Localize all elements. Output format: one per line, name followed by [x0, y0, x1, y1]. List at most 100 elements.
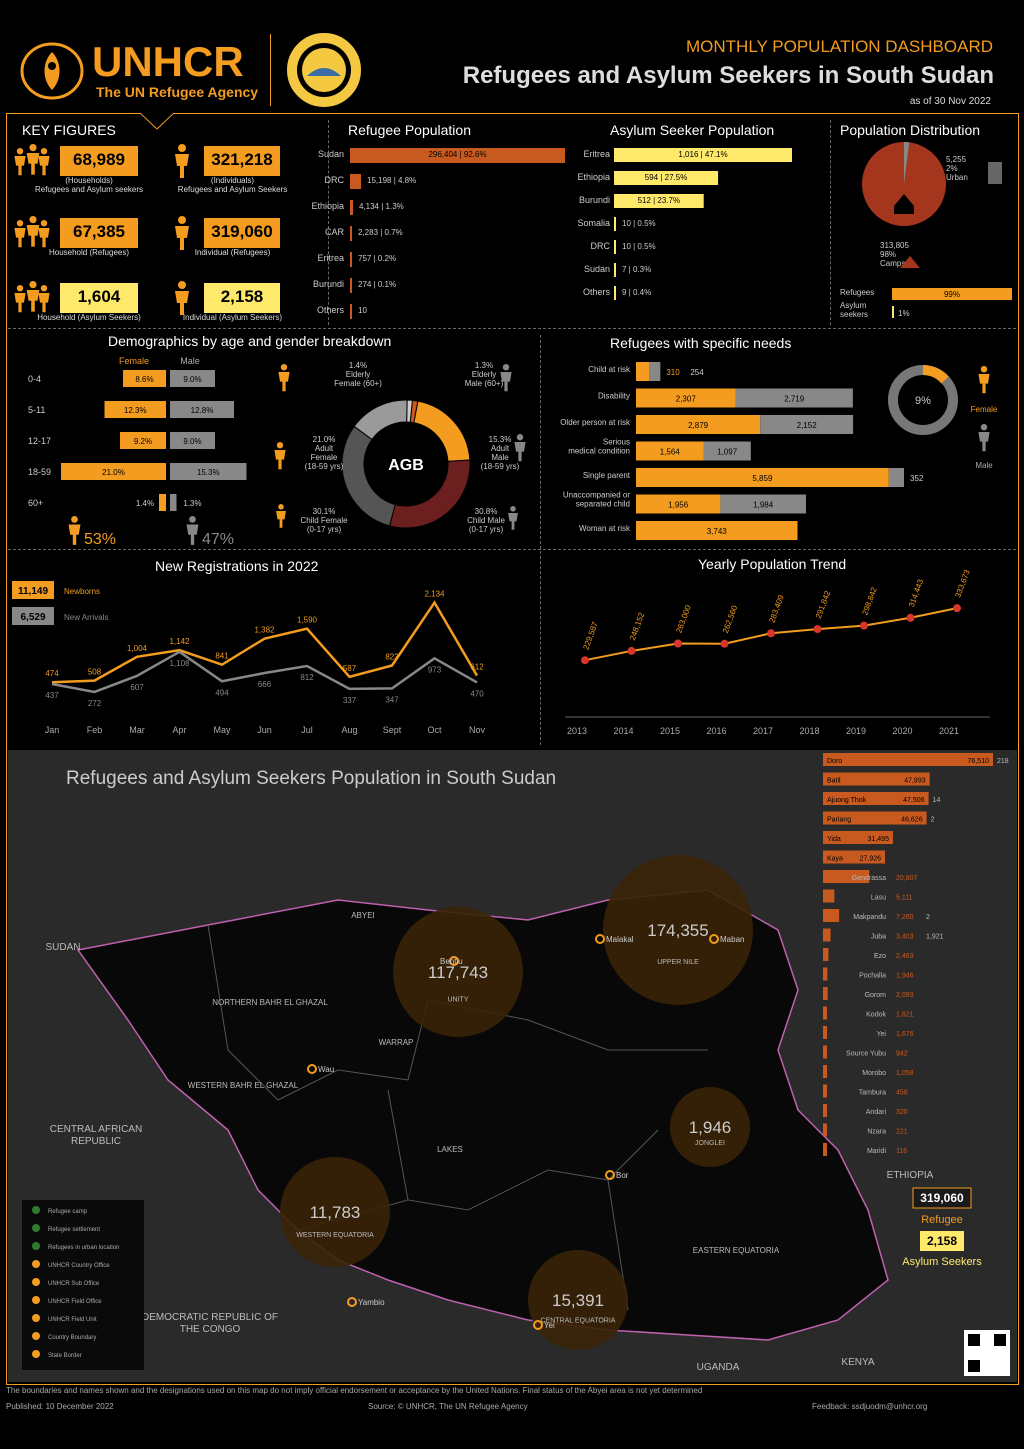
- bubble-region: CENTRAL EQUATORIA: [541, 1318, 616, 1325]
- bar: [350, 278, 352, 293]
- person-body: [14, 228, 26, 248]
- person-head: [16, 220, 24, 227]
- data-label: 1,004: [127, 644, 148, 653]
- state-border: [207, 924, 708, 1101]
- male-legend: Male: [975, 461, 993, 470]
- bubble-value: 1,946: [689, 1118, 732, 1137]
- ethiopia-asylum-value: 2,158: [927, 1234, 957, 1248]
- male-bar: [170, 463, 247, 480]
- unhcr-emblem-icon: [20, 42, 84, 100]
- x-tick: 2015: [660, 726, 680, 736]
- need-female-bar: [636, 388, 736, 408]
- registrations-title: New Registrations in 2022: [155, 558, 319, 574]
- need-male-bar: [760, 415, 854, 434]
- divider: [830, 120, 831, 325]
- location-value: 7,260: [896, 914, 914, 921]
- adult-female-icon: [274, 442, 286, 470]
- bar: [614, 240, 616, 254]
- place-label: Bentiu: [440, 957, 463, 966]
- need-label: Woman at risk: [579, 524, 631, 533]
- bar: [350, 226, 352, 241]
- family-icon: [14, 216, 50, 248]
- female-total: 53%: [84, 531, 116, 548]
- location-bar: [823, 987, 828, 1000]
- frame-notch: [140, 112, 174, 130]
- x-tick: Jul: [301, 725, 313, 735]
- child-female-label: 30.1% Child Female (0-17 yrs): [300, 507, 348, 534]
- x-tick: 2020: [892, 726, 912, 736]
- region-label: NORTHERN BAHR EL GHAZAL: [212, 998, 328, 1007]
- feedback-link[interactable]: Feedback: ssdjuodm@unhcr.org: [812, 1402, 928, 1411]
- bar-label: 512 | 23.7%: [638, 196, 681, 205]
- data-label: 474: [45, 669, 59, 678]
- need-male-bar: [735, 388, 853, 408]
- key-figure-label: Household (Asylum Seekers): [37, 313, 141, 322]
- demographics-title: Demographics by age and gender breakdown: [108, 333, 392, 349]
- family-icon-part: [38, 285, 50, 313]
- need-female-bar: [636, 494, 721, 514]
- partner-seal-icon: [285, 31, 363, 109]
- logo-text: UNHCR: [92, 38, 244, 85]
- location-name: Juba: [871, 934, 886, 941]
- x-tick: 2019: [846, 726, 866, 736]
- family-icon-part: [14, 285, 26, 313]
- person-head: [29, 144, 37, 152]
- x-tick: Sept: [383, 725, 402, 735]
- need-female-bar: [636, 362, 650, 381]
- asylum-label: Asylum seekers: [840, 301, 868, 319]
- x-tick: Oct: [427, 725, 442, 735]
- location-name: Maridi: [867, 1148, 887, 1155]
- dashboard-kicker: MONTHLY POPULATION DASHBOARD: [686, 37, 993, 56]
- need-label: Disability: [598, 392, 630, 401]
- male-bar-label: 12.8%: [191, 406, 214, 415]
- male-bar: [170, 494, 177, 511]
- location-value: 46,626: [901, 817, 923, 824]
- bar: [614, 194, 704, 208]
- x-tick: Feb: [87, 725, 103, 735]
- x-tick: Jun: [257, 725, 272, 735]
- person-body: [175, 154, 189, 178]
- source-text: Source: © UNHCR, The UN Refugee Agency: [368, 1402, 528, 1411]
- location-bar: [823, 1084, 827, 1098]
- location-value: 47,506: [903, 797, 925, 804]
- person-head: [71, 516, 78, 523]
- location-value: 1,676: [896, 1031, 914, 1038]
- female-bar-label: 9.2%: [134, 437, 152, 446]
- family-icon: [14, 144, 50, 176]
- office-icon: [709, 934, 719, 944]
- bar-category: Sudan: [318, 149, 344, 159]
- legend-label: Refugee settlement: [48, 1227, 100, 1233]
- bar: [614, 286, 616, 300]
- location-extra: 2: [931, 817, 935, 824]
- need-label: Single parent: [583, 471, 631, 480]
- key-figure-value: 67,385: [60, 218, 138, 248]
- female-bar: [61, 463, 166, 480]
- legend-symbol: [32, 1260, 40, 1268]
- age-label: 12-17: [28, 436, 51, 446]
- person-head: [280, 364, 288, 371]
- data-label: 437: [45, 691, 59, 700]
- location-value: 1,058: [896, 1070, 914, 1077]
- urban-slice: [904, 142, 910, 184]
- x-tick: 2017: [753, 726, 773, 736]
- location-bar: [823, 1104, 827, 1117]
- male-bar-label: 1.3%: [183, 499, 201, 508]
- data-label: 812: [300, 673, 314, 682]
- trend-label: 229,587: [581, 620, 600, 651]
- need-label: Serious medical condition: [568, 438, 630, 456]
- data-label: 1,108: [169, 659, 190, 668]
- bar-label: 4,134 | 1.3%: [359, 202, 404, 211]
- location-value: 27,926: [860, 856, 882, 863]
- donut-slice: [413, 400, 471, 462]
- person-icon: [175, 216, 189, 250]
- need-label: Unaccompanied or separated child: [563, 491, 630, 509]
- need-male-bar: [720, 494, 807, 514]
- person-head: [40, 148, 48, 155]
- person-body: [175, 291, 189, 315]
- key-figure-label: (Individuals) Refugees and Asylum Seeker…: [177, 176, 288, 194]
- male-total-icon: [186, 516, 199, 545]
- location-bar: [823, 889, 835, 903]
- legend-symbol: [32, 1332, 40, 1340]
- male-header: Male: [180, 356, 200, 366]
- person-body: [38, 228, 50, 248]
